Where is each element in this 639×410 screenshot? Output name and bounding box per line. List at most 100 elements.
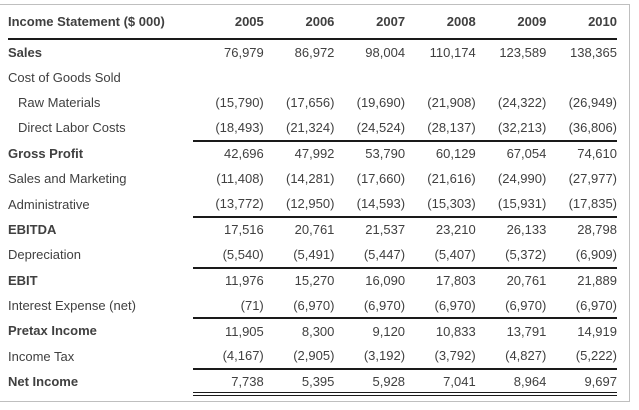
- table-row: Cost of Goods Sold: [8, 64, 617, 89]
- row-label: Administrative: [8, 196, 90, 212]
- value-cell: 5,928: [334, 368, 406, 397]
- table-row: Gross Profit 42,696 47,992 53,790 60,129 67,0…: [8, 139, 617, 166]
- table-row: Depreciation (5,540) (5,491) (5,447) (5,407)…: [8, 242, 617, 267]
- row-label: EBITDA: [8, 221, 57, 237]
- value-cell: 17,803: [405, 266, 476, 293]
- value-cell: [264, 64, 335, 89]
- value-cell: (27,977): [568, 171, 617, 187]
- value-cell: (3,192): [363, 348, 406, 364]
- value-cell: 9,697: [546, 368, 617, 397]
- row-label: Raw Materials: [18, 94, 101, 110]
- value-cell: 74,610: [546, 139, 617, 166]
- value-cell: [334, 64, 405, 89]
- value-cell: 28,798: [546, 215, 617, 243]
- value-cell: 23,210: [405, 215, 476, 243]
- value-cell: (17,656): [285, 94, 335, 110]
- value-cell: 110,174: [429, 44, 476, 60]
- value-cell: [476, 64, 547, 89]
- value-cell: (5,222): [575, 348, 617, 364]
- row-label: EBIT: [8, 272, 38, 288]
- income-statement-table: Income Statement ($ 000) 2005 2006 2007 200…: [8, 5, 617, 397]
- value-cell: 9,120: [334, 317, 406, 344]
- value-cell: (6,909): [575, 246, 617, 262]
- value-cell: (18,493): [215, 119, 264, 135]
- value-cell: 138,365: [570, 44, 617, 60]
- value-cell: (15,931): [497, 196, 547, 212]
- value-cell: 20,761: [475, 266, 547, 293]
- table-row: Interest Expense (net) (71) (6,970) (6,970)…: [8, 293, 617, 318]
- value-cell: 76,979: [224, 44, 264, 60]
- value-cell: (21,908): [427, 94, 476, 110]
- value-cell: 26,133: [475, 215, 547, 243]
- value-cell: (36,806): [568, 119, 617, 135]
- value-cell: (5,447): [363, 246, 406, 262]
- value-cell: 14,919: [546, 317, 617, 344]
- value-cell: (24,990): [497, 171, 547, 187]
- value-cell: [405, 64, 476, 89]
- value-cell: (4,827): [505, 348, 547, 364]
- header-row: Income Statement ($ 000) 2005 2006 2007 200…: [8, 5, 617, 40]
- row-label: Sales and Marketing: [8, 171, 127, 187]
- value-cell: (13,772): [215, 196, 264, 212]
- row-label: Sales: [8, 44, 42, 60]
- value-cell: 17,516: [193, 215, 264, 243]
- value-cell: (2,905): [293, 348, 335, 364]
- row-label: Income Tax: [8, 348, 75, 364]
- value-cell: 10,833: [405, 317, 476, 344]
- value-cell: 5,395: [263, 368, 335, 397]
- row-label: Net Income: [8, 374, 79, 390]
- row-label: Gross Profit: [8, 145, 84, 161]
- value-cell: (6,970): [505, 297, 547, 313]
- value-cell: (28,137): [427, 119, 476, 135]
- value-cell: [193, 64, 264, 89]
- year-header-2006: 2006: [263, 5, 335, 40]
- value-cell: 47,992: [263, 139, 335, 166]
- value-cell: (15,303): [427, 196, 476, 212]
- value-cell: (21,616): [427, 171, 476, 187]
- value-cell: 11,905: [193, 317, 264, 344]
- value-cell: 16,090: [334, 266, 406, 293]
- value-cell: (12,950): [285, 196, 335, 212]
- table-title: Income Statement ($ 000): [8, 5, 194, 40]
- table-head: Income Statement ($ 000) 2005 2006 2007 200…: [8, 5, 617, 40]
- value-cell: (32,213): [497, 119, 547, 135]
- value-cell: 7,738: [193, 368, 264, 397]
- year-header-2007: 2007: [334, 5, 406, 40]
- value-cell: (26,949): [568, 94, 617, 110]
- table-row: Income Tax (4,167) (2,905) (3,192) (3,792) (4…: [8, 344, 617, 369]
- value-cell: 13,791: [475, 317, 547, 344]
- table-row: Administrative (13,772) (12,950) (14,593) (1…: [8, 191, 617, 216]
- value-cell: (3,792): [434, 348, 476, 364]
- table-row: EBITDA 17,516 20,761 21,537 23,210 26,133 28,7…: [8, 215, 617, 243]
- value-cell: 15,270: [263, 266, 335, 293]
- value-cell: 60,129: [405, 139, 476, 166]
- value-cell: 42,696: [193, 139, 264, 166]
- table-body: Sales 76,979 86,972 98,004 110,174 123,589 138…: [8, 39, 617, 397]
- year-header-2008: 2008: [405, 5, 476, 40]
- table-row: Sales 76,979 86,972 98,004 110,174 123,589 138…: [8, 39, 617, 64]
- value-cell: (6,970): [293, 297, 335, 313]
- table-row: Pretax Income 11,905 8,300 9,120 10,833 13,79…: [8, 317, 617, 344]
- value-cell: (6,970): [363, 297, 406, 313]
- value-cell: 20,761: [263, 215, 335, 243]
- value-cell: (14,593): [356, 196, 406, 212]
- value-cell: (17,835): [568, 196, 617, 212]
- row-label: Direct Labor Costs: [18, 120, 126, 136]
- value-cell: (21,324): [285, 119, 335, 135]
- value-cell: 53,790: [334, 139, 406, 166]
- value-cell: 11,976: [193, 266, 264, 293]
- value-cell: (11,408): [216, 171, 264, 187]
- income-statement-page: Income Statement ($ 000) 2005 2006 2007 200…: [0, 4, 630, 402]
- value-cell: 21,537: [334, 215, 406, 243]
- value-cell: (5,491): [293, 246, 335, 262]
- value-cell: 21,889: [546, 266, 617, 293]
- year-header-2010: 2010: [546, 5, 617, 40]
- value-cell: 8,300: [263, 317, 335, 344]
- value-cell: (24,322): [497, 94, 547, 110]
- value-cell: 86,972: [294, 44, 335, 60]
- value-cell: 67,054: [475, 139, 547, 166]
- value-cell: (71): [240, 297, 264, 313]
- value-cell: (6,970): [434, 297, 476, 313]
- value-cell: (4,167): [222, 348, 264, 364]
- value-cell: (5,372): [505, 246, 547, 262]
